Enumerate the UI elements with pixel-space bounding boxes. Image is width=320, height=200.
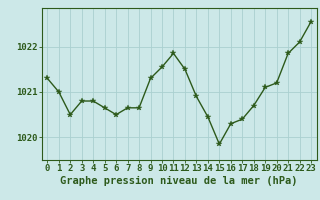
X-axis label: Graphe pression niveau de la mer (hPa): Graphe pression niveau de la mer (hPa) xyxy=(60,176,298,186)
